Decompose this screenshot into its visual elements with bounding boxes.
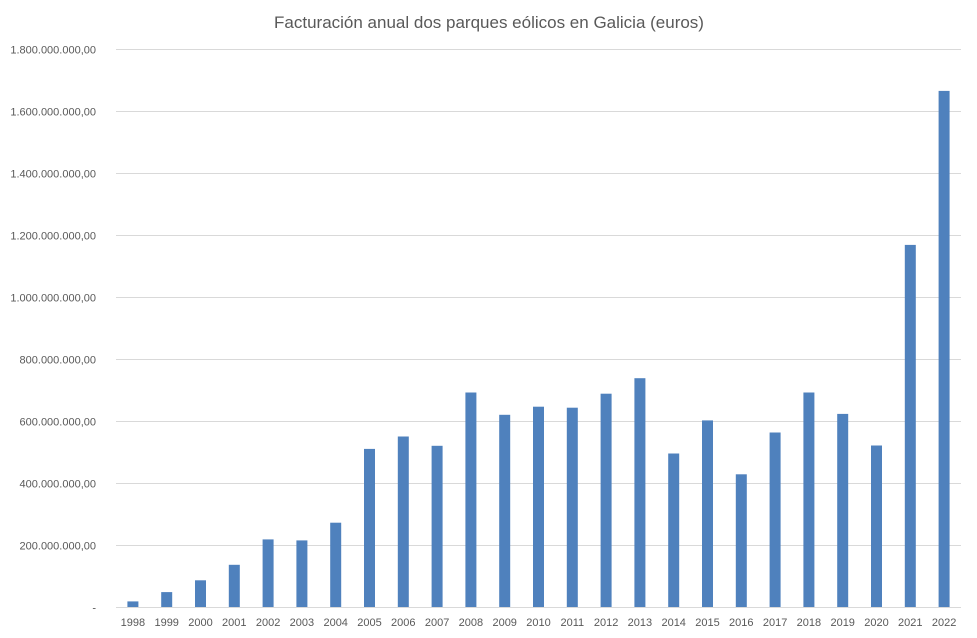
chart-title: Facturación anual dos parques eólicos en…: [274, 13, 704, 32]
x-tick-label: 2021: [898, 617, 922, 629]
x-tick-label: 2004: [323, 617, 347, 629]
bar-2008: [465, 392, 477, 607]
x-tick-label: 2019: [830, 617, 854, 629]
x-tick-label: 2018: [797, 617, 821, 629]
x-tick-label: 2000: [188, 617, 212, 629]
bar-2020: [871, 445, 882, 607]
x-tick-label: 2010: [526, 617, 550, 629]
y-tick-label: 600.000.000,00: [20, 417, 96, 429]
x-tick-label: 1999: [154, 617, 178, 629]
x-tick-label: 2003: [290, 617, 314, 629]
bar-2016: [735, 474, 747, 607]
y-tick-label: -: [92, 603, 96, 615]
bar-2005: [364, 448, 375, 607]
bar-2011: [566, 407, 578, 607]
bar-2007: [431, 445, 443, 607]
x-tick-label: 2008: [459, 617, 483, 629]
x-tick-label: 2011: [560, 617, 584, 629]
x-tick-label: 2012: [594, 617, 618, 629]
x-tick-label: 2007: [425, 617, 449, 629]
bar-2003: [296, 540, 308, 607]
x-tick-label: 2001: [222, 617, 246, 629]
bar-2013: [634, 378, 646, 607]
bar-2017: [769, 432, 781, 607]
y-tick-label: 1.600.000.000,00: [10, 107, 96, 119]
y-tick-label: 1.000.000.000,00: [10, 293, 96, 305]
bar-2000: [195, 580, 206, 607]
bar-2012: [600, 393, 612, 607]
bar-2018: [803, 392, 815, 607]
bars: [127, 90, 950, 607]
bar-1999: [161, 592, 173, 607]
y-tick-label: 1.400.000.000,00: [10, 169, 96, 181]
bar-2022: [938, 90, 950, 607]
gridlines: [116, 49, 961, 608]
x-tick-label: 2005: [357, 617, 381, 629]
x-tick-label: 2013: [628, 617, 652, 629]
x-tick-label: 2014: [661, 617, 685, 629]
x-tick-label: 2017: [763, 617, 787, 629]
x-tick-label: 2015: [695, 617, 719, 629]
y-tick-label: 1.200.000.000,00: [10, 231, 96, 243]
x-tick-label: 1998: [121, 617, 145, 629]
bar-2004: [330, 522, 342, 607]
y-tick-label: 1.800.000.000,00: [10, 45, 96, 57]
x-axis-tick-labels: 1998 1999 2000 2001 2002 2003 2004 2005 2006 2007…: [121, 617, 957, 629]
x-tick-label: 2002: [256, 617, 280, 629]
x-tick-label: 2006: [391, 617, 415, 629]
y-tick-label: 200.000.000,00: [20, 541, 96, 553]
x-tick-label: 2009: [492, 617, 516, 629]
bar-2009: [499, 414, 511, 607]
y-tick-label: 800.000.000,00: [20, 355, 96, 367]
bar-2021: [904, 244, 916, 607]
bar-2006: [397, 436, 409, 607]
bar-2010: [533, 406, 544, 607]
x-tick-label: 2022: [932, 617, 956, 629]
bar-1998: [127, 601, 139, 607]
bar-2002: [262, 539, 274, 607]
bar-2019: [837, 413, 849, 607]
bar-2014: [668, 453, 680, 607]
bar-2001: [228, 564, 240, 607]
x-tick-label: 2016: [729, 617, 753, 629]
bar-2015: [702, 420, 713, 607]
x-tick-label: 2020: [864, 617, 888, 629]
y-axis-tick-labels: - 200.000.000,00 400.000.000,00 600.000.000…: [10, 45, 96, 615]
y-tick-label: 400.000.000,00: [20, 479, 96, 491]
